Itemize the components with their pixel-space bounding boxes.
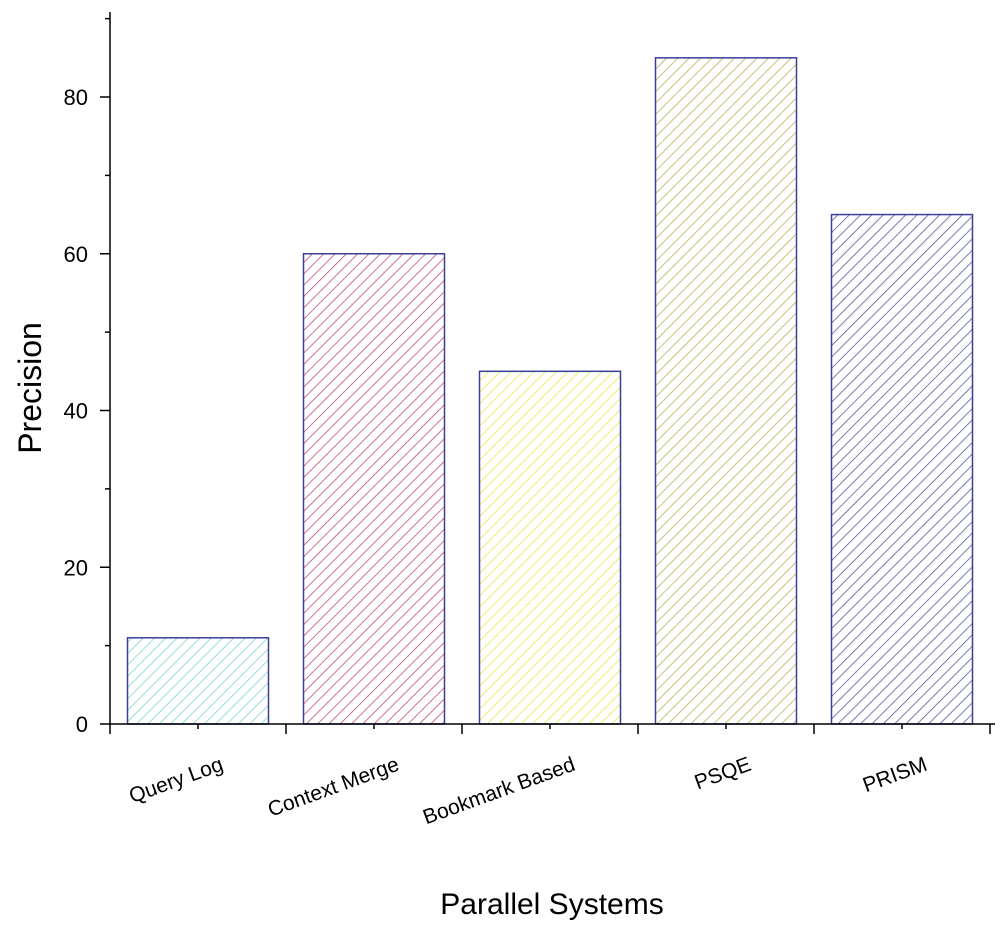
bar-psqe [654,57,798,725]
axes-group [109,12,995,725]
bar-context-merge [302,253,446,725]
x-tick-label: PSQE [691,753,754,795]
x-ticks: Query Log Context Merge Bookmark Based PSQE… [109,724,991,829]
bar-prism [830,213,974,725]
bar-bookmark-based [478,370,622,725]
x-tick-label: Context Merge [265,753,402,822]
bars-group [126,57,974,725]
y-axis-label: Precision [12,322,48,454]
y-tick-label: 80 [64,85,88,110]
y-ticks: 0 20 40 60 80 [64,17,110,737]
x-axis-label: Parallel Systems [440,888,663,921]
y-tick-label: 60 [64,242,88,267]
y-tick-label: 0 [76,712,88,737]
x-tick-label: Bookmark Based [420,753,578,829]
x-tick-label: PRISM [860,753,930,797]
y-tick-label: 20 [64,555,88,580]
bar-query-log [126,637,270,725]
x-tick-label: Query Log [126,753,226,808]
y-tick-label: 40 [64,399,88,424]
